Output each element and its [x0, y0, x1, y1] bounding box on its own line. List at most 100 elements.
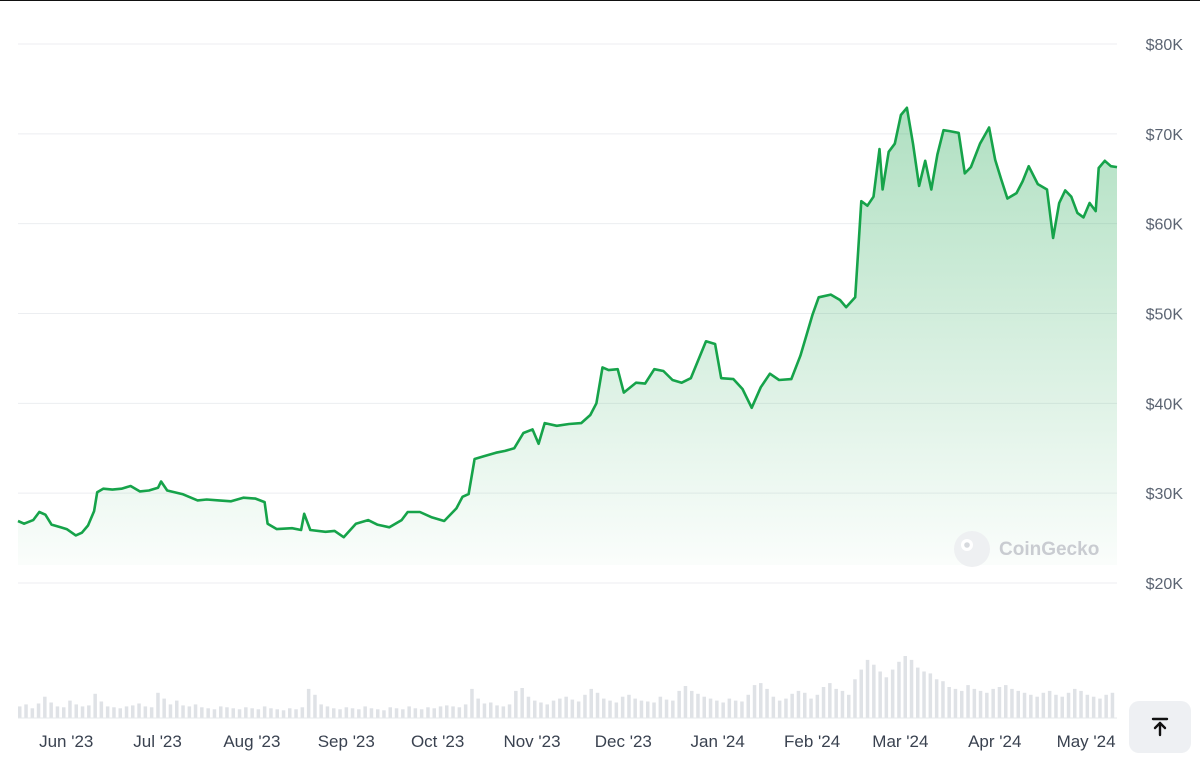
volume-bar	[413, 708, 418, 718]
volume-bar	[859, 669, 863, 718]
volume-bar	[24, 704, 28, 718]
coingecko-logo-icon	[954, 531, 990, 567]
scroll-to-top-button[interactable]	[1129, 701, 1191, 753]
volume-bar	[733, 700, 738, 718]
volume-bar	[300, 707, 305, 718]
x-tick-label: Sep '23	[318, 732, 375, 751]
volume-bar	[715, 700, 719, 718]
x-tick-label: Aug '23	[223, 732, 280, 751]
volume-bar	[476, 698, 480, 718]
volume-bar	[878, 671, 882, 718]
volume-bar	[55, 706, 60, 718]
volume-bar	[539, 702, 543, 718]
y-axis-labels: $80K $70K $60K $50K $40K $30K $20K	[1146, 37, 1184, 593]
volume-bar	[206, 708, 210, 718]
volume-bar	[909, 659, 914, 718]
volume-bar	[847, 694, 851, 719]
volume-bar	[131, 705, 135, 718]
price-line	[17, 106, 1118, 539]
volume-bar	[1079, 690, 1083, 718]
volume-bar	[118, 708, 122, 718]
volume-bar	[677, 690, 681, 718]
volume-bar	[1104, 694, 1108, 719]
volume-bar	[595, 692, 600, 718]
x-tick-label: Jan '24	[691, 732, 745, 751]
volume-bar	[495, 705, 499, 718]
volume-bar	[620, 696, 625, 718]
volume-bar	[363, 706, 367, 718]
volume-bar	[1091, 696, 1096, 718]
volume-bar	[545, 704, 549, 718]
y-tick-label: $70K	[1146, 127, 1184, 144]
volume-bar	[250, 708, 254, 718]
volume-bar	[62, 707, 66, 718]
volume-bar	[872, 664, 876, 718]
volume-bar	[664, 699, 669, 718]
volume-bar	[639, 700, 644, 718]
volume-bar	[991, 688, 995, 718]
volume-bar	[865, 659, 870, 718]
volume-bar	[388, 707, 392, 718]
x-tick-label: Feb '24	[784, 732, 840, 751]
volume-bar	[93, 693, 97, 718]
volume-bar	[708, 698, 713, 718]
x-tick-label: Mar '24	[872, 732, 928, 751]
volume-bar	[369, 708, 374, 718]
volume-bar	[212, 709, 217, 718]
x-tick-label: Jul '23	[133, 732, 182, 751]
volume-bar	[1010, 688, 1014, 718]
volume-bar	[828, 683, 832, 718]
volume-bar	[357, 709, 361, 718]
volume-bar	[168, 704, 173, 718]
volume-bar	[890, 669, 895, 718]
volume-bar	[332, 708, 336, 718]
volume-bar	[589, 688, 593, 718]
volume-bar	[1085, 694, 1090, 719]
volume-bar	[570, 699, 575, 718]
volume-bar	[551, 700, 556, 718]
volume-bar	[633, 698, 637, 718]
volume-bar	[501, 706, 506, 718]
volume-bar	[564, 696, 568, 718]
watermark-text: CoinGecko	[999, 539, 1099, 560]
x-tick-label: Apr '24	[968, 732, 1021, 751]
top-border	[0, 0, 1200, 1]
x-tick-label: May '24	[1057, 732, 1116, 751]
volume-bar	[401, 709, 405, 718]
volume-bar	[225, 707, 229, 718]
volume-bar	[1066, 692, 1071, 718]
volume-bar	[809, 698, 813, 718]
volume-bar	[80, 706, 85, 718]
volume-bar	[482, 703, 487, 718]
volume-bar	[112, 707, 116, 718]
volume-bar	[671, 700, 675, 718]
volume-bar	[533, 700, 537, 718]
volume-bar	[438, 706, 443, 718]
volume-bar	[853, 679, 857, 719]
volume-bar	[244, 707, 248, 718]
volume-bar	[350, 708, 355, 718]
volume-bar	[997, 687, 1002, 718]
x-tick-label: Nov '23	[503, 732, 560, 751]
volume-bar	[74, 704, 78, 718]
volume-bar	[658, 696, 663, 718]
volume-bar	[721, 702, 725, 718]
volume-bar	[344, 707, 349, 718]
volume-bar	[759, 683, 763, 718]
volume-bar	[99, 701, 104, 718]
arrow-up-to-line-icon	[1151, 717, 1169, 737]
volume-bar	[803, 692, 807, 718]
volume-bar	[325, 706, 330, 718]
volume-bar	[941, 681, 945, 718]
volume-bar	[36, 703, 41, 718]
y-tick-label: $50K	[1146, 307, 1184, 324]
volume-bar	[181, 705, 185, 718]
volume-bar	[558, 698, 562, 718]
volume-bar	[696, 693, 700, 718]
volume-bar	[815, 694, 820, 719]
volume-bar	[1029, 694, 1033, 719]
x-tick-label: Oct '23	[411, 732, 464, 751]
volume-bar	[683, 686, 688, 718]
volume-bar	[897, 661, 901, 718]
